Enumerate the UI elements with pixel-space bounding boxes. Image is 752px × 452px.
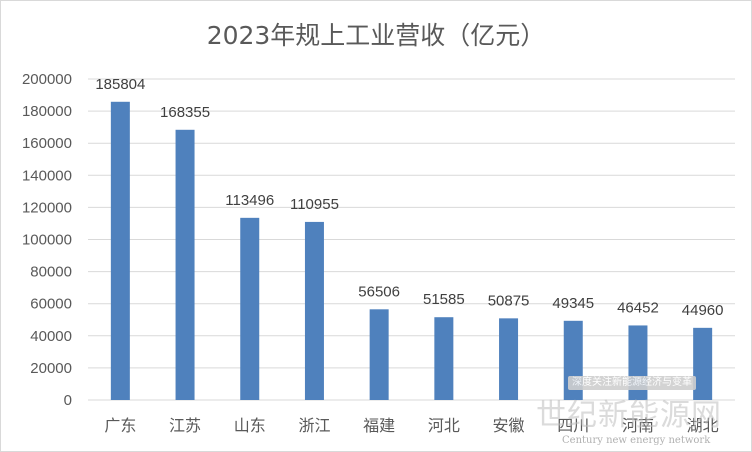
x-tick-label: 广东 <box>104 416 136 435</box>
x-tick-label: 山东 <box>234 416 266 435</box>
x-tick-label: 浙江 <box>298 416 330 435</box>
data-label: 56506 <box>358 283 400 300</box>
data-label: 110955 <box>290 196 339 213</box>
data-label: 49345 <box>552 295 594 312</box>
bar <box>240 217 260 400</box>
x-tick-label: 湖北 <box>687 416 719 435</box>
data-label: 185804 <box>95 76 145 93</box>
bar <box>110 101 130 400</box>
y-tick-label: 140000 <box>22 167 72 184</box>
watermark-badge: 深度关注新能源经济与变革 <box>568 376 696 390</box>
chart-title: 2023年规上工业营收（亿元） <box>206 21 546 50</box>
y-tick-label: 100000 <box>22 232 72 249</box>
y-tick-label: 0 <box>64 392 72 409</box>
bar <box>693 327 713 400</box>
y-tick-label: 40000 <box>30 328 72 345</box>
data-label: 113496 <box>225 192 274 209</box>
bar <box>434 317 454 400</box>
y-tick-label: 180000 <box>22 103 72 120</box>
y-tick-label: 200000 <box>22 71 72 88</box>
y-tick-label: 160000 <box>22 135 72 152</box>
x-tick-label: 江苏 <box>169 416 201 435</box>
data-label: 50875 <box>488 292 530 309</box>
bar <box>369 309 389 400</box>
data-label: 46452 <box>617 299 659 316</box>
bar <box>499 318 519 400</box>
bar <box>175 129 195 400</box>
y-tick-label: 60000 <box>30 296 72 313</box>
watermark-subtitle: Century new energy network <box>562 435 711 446</box>
y-tick-label: 20000 <box>30 360 72 377</box>
data-label: 168355 <box>160 104 210 121</box>
y-tick-label: 120000 <box>22 199 72 216</box>
data-label: 51585 <box>423 291 465 308</box>
x-tick-label: 福建 <box>363 416 395 435</box>
data-label: 44960 <box>682 302 724 319</box>
x-tick-label: 河南 <box>622 416 654 435</box>
x-tick-label: 四川 <box>557 416 589 435</box>
watermark-logo-text: 世纪新能源网 <box>536 398 722 433</box>
bar <box>304 221 324 400</box>
y-tick-label: 80000 <box>30 264 72 281</box>
x-tick-label: 河北 <box>428 416 460 435</box>
x-tick-label: 安徽 <box>493 416 525 435</box>
